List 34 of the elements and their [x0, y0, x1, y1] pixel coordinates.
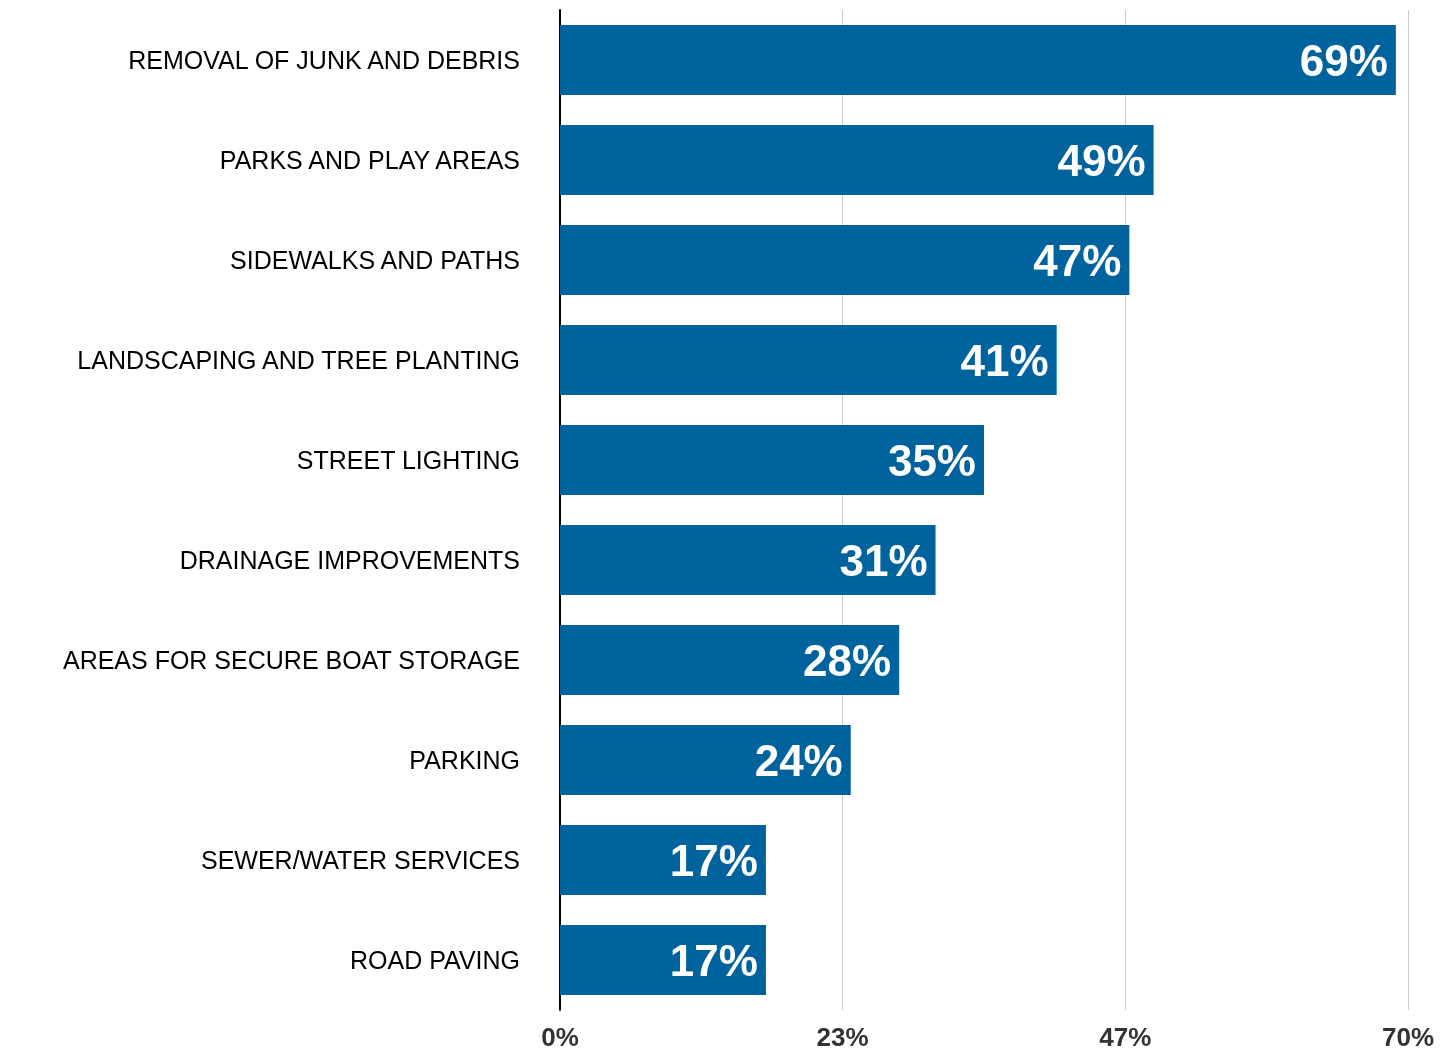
y-tick-label: SIDEWALKS AND PATHS — [230, 246, 520, 274]
bar — [560, 725, 851, 795]
bar — [560, 825, 766, 895]
data-label: 17% — [669, 935, 758, 985]
bar — [560, 925, 766, 995]
y-tick-label: SEWER/WATER SERVICES — [200, 846, 520, 874]
bar — [560, 225, 1130, 295]
x-tick-label: 0% — [541, 1022, 579, 1052]
y-tick-label: ROAD PAVING — [350, 946, 520, 974]
bar — [560, 125, 1154, 195]
data-label: 35% — [887, 435, 976, 485]
data-label: 28% — [803, 635, 892, 685]
x-tick-label: 23% — [816, 1022, 869, 1052]
data-label: 24% — [754, 735, 843, 785]
data-label: 47% — [1033, 235, 1122, 285]
bar — [560, 425, 984, 495]
x-tick-label: 47% — [1099, 1022, 1152, 1052]
x-tick-label: 70% — [1381, 1022, 1435, 1052]
data-label: 41% — [960, 335, 1049, 385]
bar — [560, 525, 936, 595]
y-tick-label: DRAINAGE IMPROVEMENTS — [179, 546, 520, 574]
data-label: 31% — [839, 535, 928, 585]
y-tick-label: PARKING — [409, 746, 520, 774]
y-tick-label: STREET LIGHTING — [296, 446, 520, 474]
y-tick-label: LANDSCAPING AND TREE PLANTING — [77, 346, 520, 374]
y-tick-label: PARKS AND PLAY AREAS — [219, 146, 520, 174]
bar — [560, 325, 1057, 395]
data-label: 49% — [1057, 135, 1146, 185]
y-tick-label: REMOVAL OF JUNK AND DEBRIS — [128, 46, 520, 74]
bar — [560, 25, 1396, 95]
data-label: 17% — [669, 835, 758, 885]
bar — [560, 625, 900, 695]
data-label: 69% — [1299, 35, 1388, 85]
y-tick-label: AREAS FOR SECURE BOAT STORAGE — [62, 646, 520, 674]
